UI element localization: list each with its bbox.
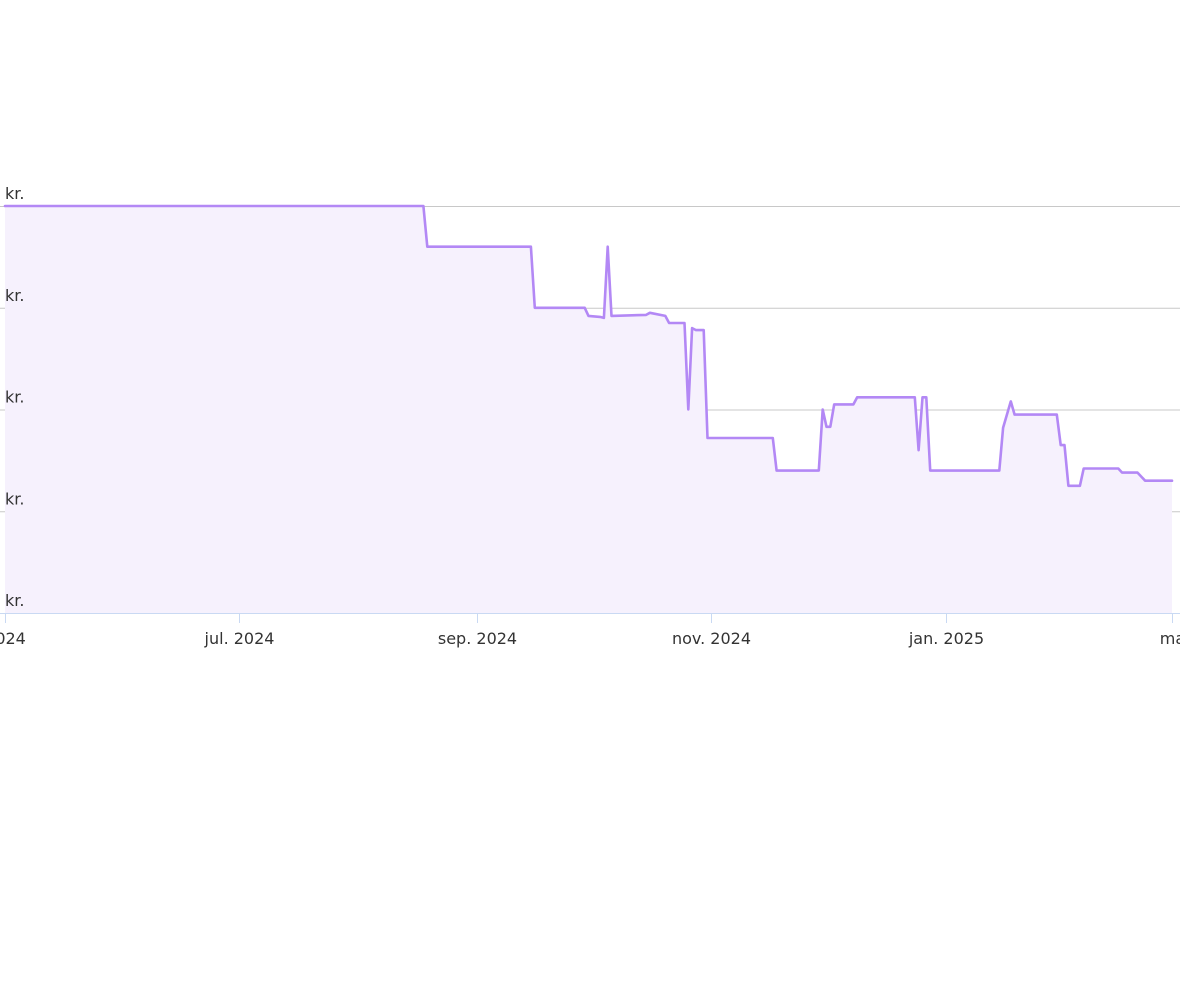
y-tick-label-4: kr.	[5, 184, 24, 203]
plot-area	[3, 204, 1174, 613]
series-line-0	[3, 204, 1174, 488]
y-tick-label-2: kr.	[5, 388, 24, 407]
y-axis-labels: kr. kr. kr. kr. kr.	[5, 184, 24, 610]
x-tick-label-3: nov. 2024	[672, 629, 751, 648]
x-tick-label-1: jul. 2024	[204, 629, 275, 648]
x-tick-label-5: ma	[1160, 629, 1180, 648]
series-area-0	[5, 206, 1172, 613]
y-tick-label-3: kr.	[5, 286, 24, 305]
x-axis	[0, 613, 1180, 623]
x-tick-label-4: jan. 2025	[908, 629, 984, 648]
x-tick-label-2: sep. 2024	[438, 629, 517, 648]
x-axis-labels: 2024 jul. 2024 sep. 2024 nov. 2024 jan. 2025…	[0, 629, 1180, 648]
y-tick-label-1: kr.	[5, 489, 24, 508]
y-tick-label-0: kr.	[5, 591, 24, 610]
x-tick-label-0: 2024	[0, 629, 26, 648]
